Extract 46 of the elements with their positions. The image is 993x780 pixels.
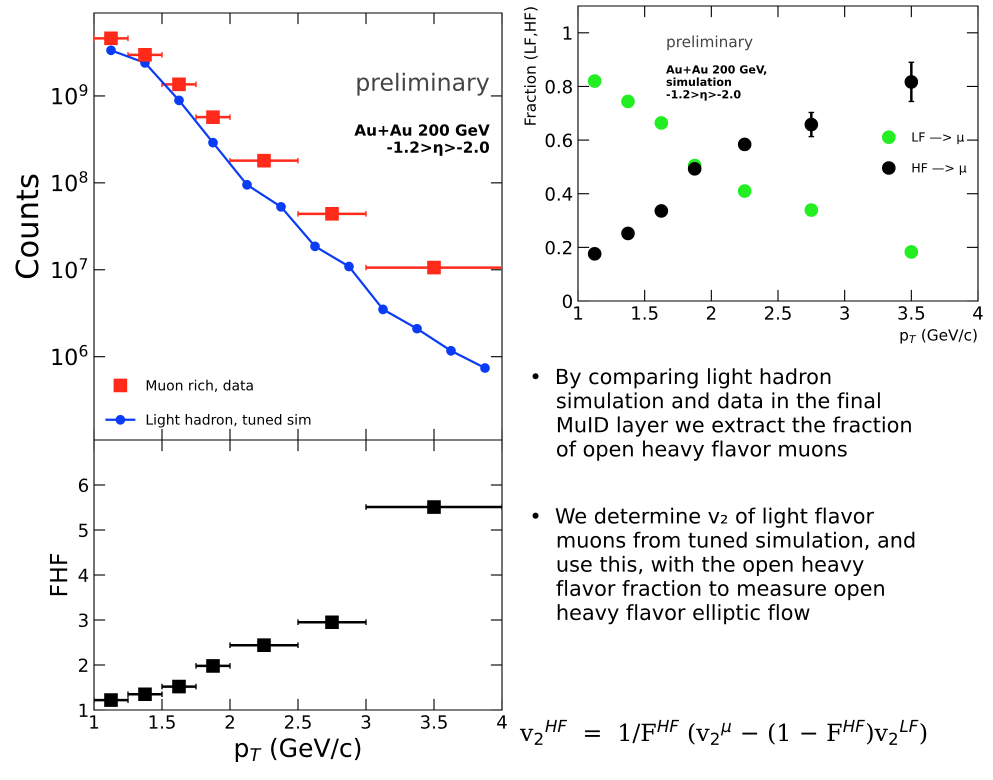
y-tick-label: 0.6 [546, 134, 572, 148]
y-tick-label: 0.2 [546, 240, 572, 254]
x-tick-label: 1 [90, 715, 98, 729]
x-tick-label: 3 [362, 715, 370, 729]
x-tick-label: 1.5 [150, 715, 175, 729]
legend-label: LF —> μ [912, 132, 964, 144]
annotation: Au+Au 200 GeV -1.2>η>-2.0 [354, 124, 490, 156]
y-tick-label: 10$^{6}$ [52, 344, 88, 366]
legend-label: Light hadron, tuned sim [146, 414, 310, 428]
y-tick-label: 1 [80, 704, 88, 717]
x-tick-label: 4 [973, 306, 983, 320]
y-tick-label: 1 [564, 26, 572, 40]
x-tick-label: 1.5 [632, 306, 658, 320]
y-tick-label: 10$^{9}$ [52, 84, 88, 105]
y-axis-title: Counts [15, 174, 39, 278]
y-tick-label: 4 [78, 568, 88, 582]
y-tick-label: 6 [78, 478, 88, 492]
x-tick-label: 2.5 [284, 715, 311, 729]
y-tick-label: 2 [78, 658, 88, 672]
y-tick-label: 5 [79, 524, 88, 538]
x-tick-label: 3.5 [898, 306, 924, 320]
y-tick-label: 0 [562, 294, 572, 308]
legend-label: HF —> μ [912, 163, 966, 175]
y-tick-label: 0.8 [546, 80, 572, 94]
y-axis-title: FHF [50, 554, 68, 596]
x-axis-title: p$_{T}$ (GeV/c) [236, 738, 360, 762]
x-tick-label: 1 [574, 306, 582, 320]
text: v$_{2}$$^{HF}$ = 1/F$^{HF}$ (v$_{2}$$^{μ}$ − (1 − F$^{HF}$)v$_{2}$$^{LF}$) [520, 720, 926, 745]
x-tick-label: 2 [226, 715, 234, 729]
legend-label: Muon rich, data [146, 380, 253, 392]
y-axis-title: Fraction (LF,HF) [524, 7, 538, 125]
annotation: preliminary [357, 72, 490, 96]
x-axis-title: p$_{T}$ (GeV/c) [900, 328, 977, 344]
y-tick-label: 3 [79, 613, 88, 628]
text: • We determine v₂ of light flavor muons from tuned simulation, and use this, with the open heavy flavor fraction to measure open heavy flavor elliptic flow [532, 508, 914, 624]
x-tick-label: 2 [706, 306, 716, 320]
x-tick-label: 3 [840, 306, 849, 320]
text: • By comparing light hadron simulation and data in the final MuID layer we extract the fraction of open heavy flavor muons [532, 368, 911, 461]
x-tick-label: 2.5 [764, 306, 791, 320]
x-tick-label: 3.5 [421, 715, 447, 729]
annotation: preliminary [667, 36, 753, 50]
y-tick-label: 0.4 [546, 187, 572, 201]
y-tick-label: 10$^{8}$ [52, 171, 88, 192]
annotation: Au+Au 200 GeV, simulation -1.2>η>-2.0 [666, 65, 766, 101]
x-tick-label: 4 [497, 715, 507, 729]
y-tick-label: 10$^{7}$ [52, 258, 88, 278]
